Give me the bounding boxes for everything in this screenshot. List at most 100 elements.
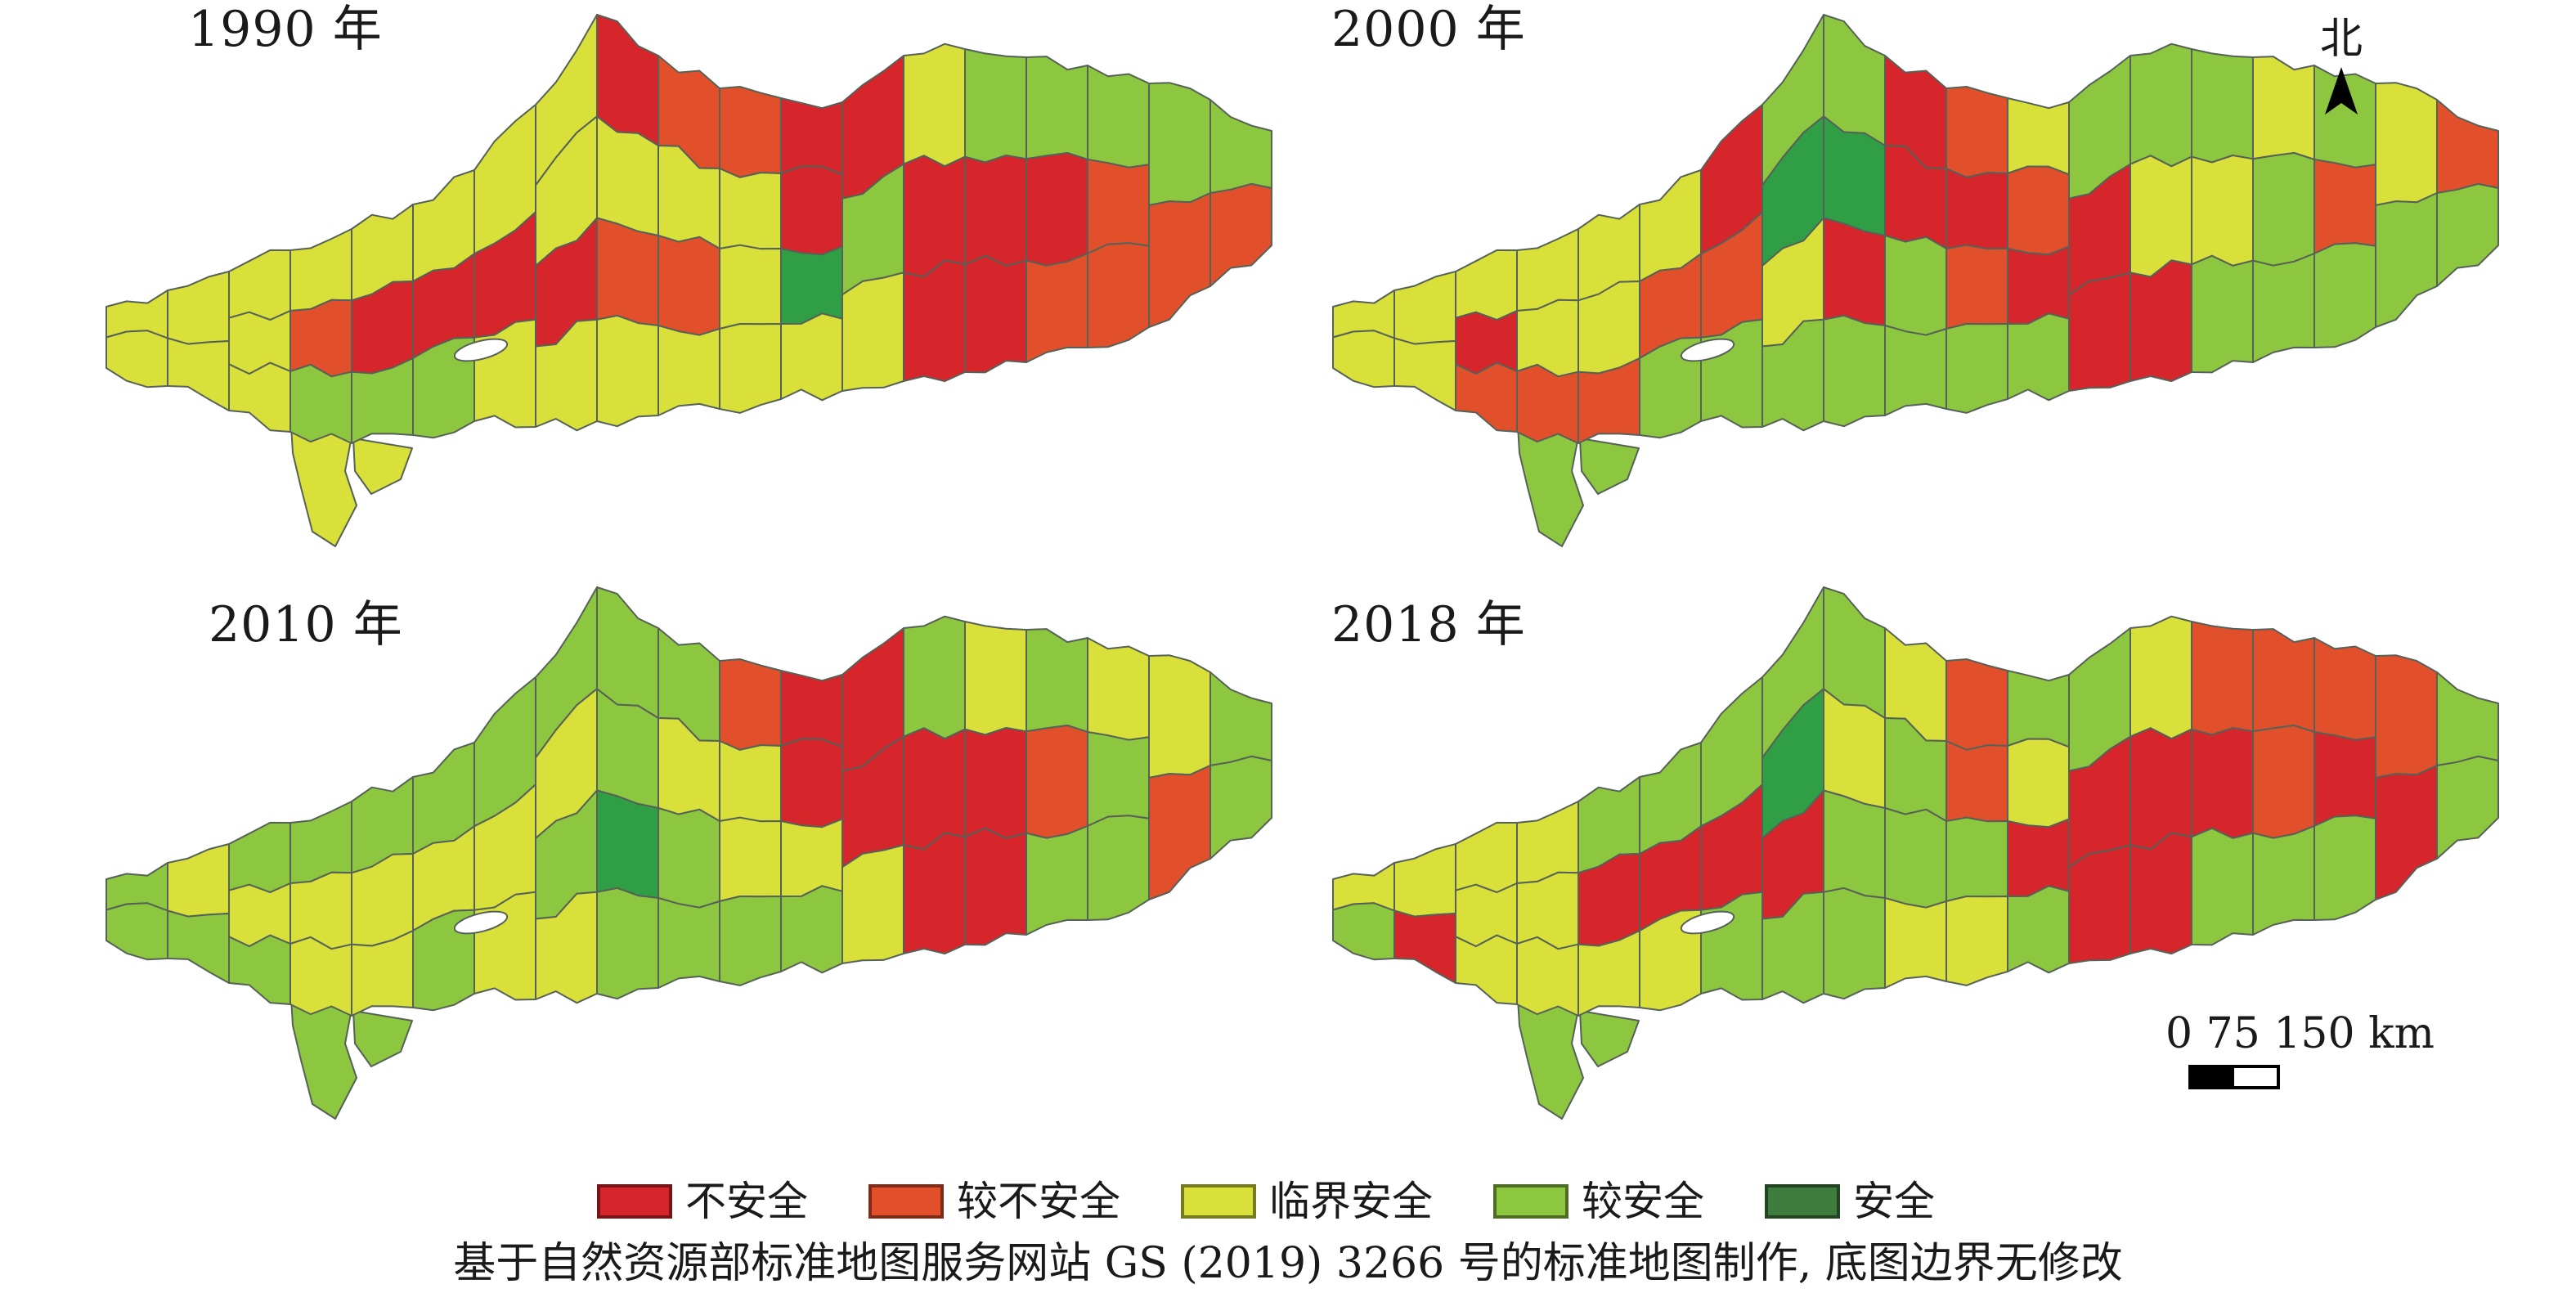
map-region bbox=[2007, 165, 2070, 256]
map-region bbox=[2191, 621, 2254, 736]
legend: 不安全 较不安全 临界安全 较安全 安全 bbox=[597, 1181, 1935, 1222]
map-region bbox=[657, 807, 720, 909]
map-region bbox=[719, 816, 782, 902]
map-region bbox=[780, 670, 843, 748]
map-region bbox=[2436, 99, 2499, 194]
map-region bbox=[1516, 363, 1579, 444]
map-region bbox=[2129, 155, 2192, 278]
scale-bar: 0 75 150 km bbox=[2165, 1012, 2435, 1089]
map-region bbox=[2252, 152, 2315, 267]
map-region bbox=[657, 235, 720, 336]
map-region bbox=[2436, 182, 2499, 287]
map-region bbox=[841, 844, 904, 964]
map-region bbox=[352, 1010, 413, 1067]
map-panel-1990: 1990 年 bbox=[90, 0, 1284, 564]
map-region bbox=[1455, 821, 1518, 894]
year-label-2018: 2018 年 bbox=[1331, 596, 1526, 653]
map-region bbox=[780, 738, 843, 828]
map-region bbox=[2191, 727, 2254, 839]
map-region bbox=[2375, 82, 2438, 206]
figure-caption: 基于自然资源部标准地图服务网站 GS (2019) 3266 号的标准地图制作,… bbox=[453, 1239, 2123, 1288]
year-label-2000: 2000 年 bbox=[1331, 1, 1526, 58]
map-region bbox=[2007, 312, 2070, 402]
map-region bbox=[2313, 731, 2376, 827]
map-panel-2010: 2010 年 bbox=[90, 572, 1284, 1137]
map-region bbox=[289, 801, 352, 884]
map-region bbox=[903, 615, 966, 740]
map-region bbox=[2252, 725, 2315, 839]
map-region bbox=[1517, 997, 1584, 1120]
lake bbox=[453, 910, 509, 935]
map-region bbox=[1393, 843, 1456, 918]
map-region bbox=[1455, 249, 1518, 321]
map-region bbox=[2007, 738, 2070, 828]
map-region bbox=[1884, 897, 1947, 989]
map-region bbox=[2129, 832, 2192, 955]
map-region bbox=[2191, 155, 2254, 267]
map-region bbox=[1087, 159, 1150, 254]
map-region bbox=[2191, 254, 2254, 374]
map-region bbox=[780, 885, 843, 974]
map-region bbox=[903, 155, 966, 278]
map-region bbox=[1393, 337, 1456, 411]
map-region bbox=[473, 891, 536, 1001]
map-region bbox=[719, 244, 782, 330]
map-region bbox=[2007, 97, 2070, 176]
map-region bbox=[290, 424, 357, 547]
map-region bbox=[1945, 816, 2008, 902]
legend-item-critical: 临界安全 bbox=[1181, 1181, 1433, 1222]
map-region bbox=[1025, 628, 1088, 733]
map-region bbox=[2068, 844, 2131, 964]
map-region bbox=[289, 363, 352, 444]
map-region bbox=[1332, 902, 1395, 961]
map-region bbox=[1884, 325, 1947, 416]
map-region bbox=[2007, 245, 2070, 325]
map-region bbox=[2313, 242, 2376, 348]
map-region bbox=[1945, 658, 2008, 751]
map-region bbox=[903, 43, 966, 168]
legend-item-unsafe: 不安全 bbox=[597, 1181, 808, 1222]
map-region bbox=[1025, 152, 1088, 267]
map-region bbox=[2191, 827, 2254, 946]
map-region bbox=[657, 897, 720, 989]
map-region bbox=[964, 621, 1027, 736]
map-region bbox=[1700, 318, 1763, 429]
map-region bbox=[719, 86, 782, 178]
map-region bbox=[1945, 86, 2008, 178]
legend-swatch-critical bbox=[1181, 1184, 1256, 1219]
map-region bbox=[1945, 740, 2008, 823]
map-region bbox=[596, 314, 659, 428]
scale-bar-graphic bbox=[2188, 1065, 2280, 1089]
map-region bbox=[2129, 259, 2192, 383]
map-region bbox=[1087, 731, 1150, 827]
map-region bbox=[167, 271, 230, 345]
map-region bbox=[2375, 192, 2438, 328]
map-region bbox=[1823, 314, 1886, 428]
map-region bbox=[2252, 628, 2315, 733]
map-region bbox=[1945, 323, 2008, 414]
map-region bbox=[1700, 891, 1763, 1001]
legend-item-rel-unsafe: 较不安全 bbox=[868, 1181, 1120, 1222]
scale-segment-filled bbox=[2192, 1068, 2234, 1086]
map-region bbox=[719, 168, 782, 250]
map-region bbox=[719, 740, 782, 823]
legend-item-rel-safe: 较安全 bbox=[1493, 1181, 1704, 1222]
map-region bbox=[2436, 755, 2499, 860]
map-region bbox=[228, 361, 291, 433]
map-region bbox=[1455, 310, 1518, 375]
map-region bbox=[1087, 65, 1150, 168]
map-region bbox=[2375, 765, 2438, 900]
map-region bbox=[964, 155, 1027, 267]
north-label: 北 bbox=[2319, 15, 2363, 64]
map-region bbox=[228, 934, 291, 1005]
map-region bbox=[1087, 242, 1150, 348]
legend-item-safe: 安全 bbox=[1765, 1181, 1935, 1222]
map-region bbox=[2252, 253, 2315, 363]
year-label-1990: 1990 年 bbox=[188, 1, 383, 58]
map-panel-2018: 2018 年 bbox=[1317, 572, 2511, 1137]
map-region bbox=[105, 330, 168, 388]
map-region bbox=[352, 438, 413, 495]
map-region bbox=[2252, 825, 2315, 936]
map-region bbox=[780, 97, 843, 176]
map-region bbox=[2375, 654, 2438, 779]
